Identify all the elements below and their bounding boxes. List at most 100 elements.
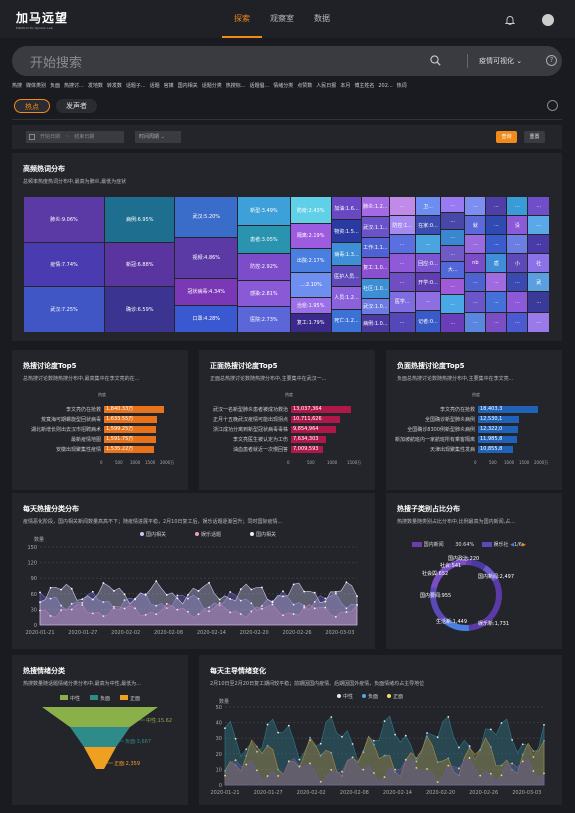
treemap-cell[interactable]: ... (441, 245, 466, 263)
treemap-cell[interactable]: 加油:1.6... (331, 197, 363, 221)
treemap-cell[interactable]: ... (465, 235, 487, 255)
treemap-cell[interactable]: 防控:1... (389, 216, 416, 236)
treemap-cell[interactable]: ... (441, 197, 466, 214)
donut-slice[interactable] (468, 578, 502, 631)
treemap-cell[interactable]: 没 (507, 216, 529, 236)
treemap-cell[interactable]: 社 (528, 254, 550, 274)
top5-bar[interactable]: 9,854,964 (291, 426, 337, 433)
hotword-tag[interactable]: 转发数 (106, 83, 122, 89)
treemap-cell[interactable]: 武 (528, 273, 550, 293)
hotword-tag[interactable]: 点赞数 (297, 83, 313, 89)
hotword-tag[interactable]: 博主姓名 (354, 83, 375, 89)
treemap-cell[interactable]: ... (528, 216, 550, 236)
treemap-cell[interactable]: 肺炎:1.2... (362, 197, 390, 218)
treemap-cell[interactable]: 病例:1.0... (362, 315, 390, 333)
treemap-cell[interactable]: 隔离:2.19% (290, 224, 332, 249)
treemap-cell[interactable]: 工作:1.1... (362, 237, 390, 259)
treemap-cell[interactable]: 卫... (415, 197, 442, 217)
treemap-cell[interactable]: 社区:1.0... (362, 278, 390, 299)
treemap-cell[interactable]: 小 (507, 254, 529, 274)
treemap-cell[interactable]: ... (486, 273, 508, 293)
hotword-tag[interactable]: 热搜标... (225, 83, 246, 89)
treemap-cell[interactable]: ... (389, 254, 416, 274)
treemap-cell[interactable]: ... (528, 235, 550, 255)
hotword-tag[interactable]: 情绪分类 (273, 83, 294, 89)
treemap-cell[interactable]: 病毒:1.3... (331, 243, 363, 267)
treemap-cell[interactable]: 疫情:7.74% (24, 242, 105, 288)
treemap-cell[interactable]: ... (528, 292, 550, 313)
bell-icon[interactable] (505, 15, 515, 25)
treemap-cell[interactable]: ... (389, 197, 416, 217)
tab-speaker[interactable]: 发声者 (56, 99, 97, 113)
nav-observatory[interactable]: 观察室 (270, 14, 294, 23)
top5-bar[interactable]: 12,322,0 (478, 426, 519, 433)
search-scope-select[interactable]: 疫情可视化 ⌄ (479, 57, 523, 65)
export-icon[interactable] (547, 100, 558, 111)
treemap-cell[interactable]: ... (486, 235, 508, 255)
treemap-cell[interactable]: ... (415, 235, 442, 255)
funnel-segment[interactable] (84, 747, 116, 769)
funnel-segment[interactable] (70, 727, 130, 747)
top5-bar[interactable]: 1,633.55万 (104, 416, 158, 423)
treemap-cell[interactable]: ... (528, 312, 550, 333)
hotword-tag[interactable]: 话题 (149, 83, 160, 89)
help-icon[interactable]: ? (546, 55, 557, 66)
treemap-cell[interactable]: 大... (441, 262, 466, 279)
treemap-cell[interactable]: 视频:4.86% (175, 237, 239, 279)
treemap-cell[interactable]: 医院:2.73% (238, 307, 291, 333)
treemap-cell[interactable]: 新型:3.49% (238, 197, 291, 226)
top5-bar[interactable]: 1,599.25万 (104, 426, 157, 433)
treemap-cell[interactable]: 防控:2.92% (238, 254, 291, 281)
funnel-segment[interactable] (42, 707, 158, 727)
top5-bar[interactable]: 10,711,626 (291, 416, 341, 423)
treemap-cell[interactable]: ... (507, 197, 529, 217)
treemap-cell[interactable]: ... (415, 292, 442, 312)
treemap-cell[interactable]: nb (465, 254, 487, 274)
treemap-cell[interactable]: ... (486, 197, 508, 217)
treemap-cell[interactable]: 复工:1.0... (362, 258, 390, 279)
tab-hotspot[interactable]: 热点 (14, 99, 50, 113)
treemap-cell[interactable]: 在家:0... (415, 216, 442, 236)
treemap-cell[interactable]: 复工:1.79% (290, 313, 332, 333)
treemap-cell[interactable]: 冠状病毒:4.34% (175, 278, 239, 306)
treemap-cell[interactable]: 确诊:6.59% (105, 287, 176, 333)
treemap-cell[interactable]: ...:2.10% (290, 273, 332, 298)
treemap-cell[interactable]: ... (389, 273, 416, 293)
treemap-cell[interactable]: 医学... (389, 292, 416, 313)
treemap-cell[interactable]: ... (507, 292, 529, 313)
search-icon[interactable] (430, 55, 441, 66)
treemap-cell[interactable]: 感染:2.81% (238, 280, 291, 308)
nav-explore[interactable]: 探索 (222, 0, 262, 38)
treemap-cell[interactable]: ... (389, 235, 416, 255)
treemap-cell[interactable]: ... (465, 197, 487, 217)
prev-icon[interactable]: ◀ (510, 542, 514, 548)
top5-bar[interactable]: 1,535.22万 (104, 446, 155, 453)
treemap-cell[interactable]: 出院:2.17% (290, 248, 332, 274)
treemap-cell[interactable]: 新冠:6.88% (105, 242, 176, 288)
treemap-cell[interactable]: ... (441, 229, 466, 246)
treemap-cell[interactable]: 防疫:2.43% (290, 197, 332, 225)
donut-slice[interactable] (430, 559, 467, 589)
treemap-cell[interactable]: 治愈:1.95% (290, 297, 332, 314)
treemap-cell[interactable]: 开学:0... (415, 273, 442, 293)
top5-bar[interactable]: 13,037,364 (291, 406, 351, 413)
treemap-cell[interactable]: ... (507, 273, 529, 293)
date-range-input[interactable]: 开始日期 ~ 结束日期 (26, 131, 124, 143)
treemap-cell[interactable]: ... (507, 312, 529, 333)
top5-bar[interactable]: 18,403,3 (478, 406, 538, 413)
treemap-cell[interactable]: ... (486, 292, 508, 313)
treemap-cell[interactable]: 记者:0... (415, 311, 442, 333)
hotword-tag[interactable]: 本月 (340, 83, 351, 89)
treemap-cell[interactable]: ... (486, 312, 508, 333)
treemap-cell[interactable]: 人员:1.2... (331, 286, 363, 310)
hotword-tag[interactable]: 热词 (396, 83, 407, 89)
period-select[interactable]: 时间周期 ⌄ (135, 131, 181, 143)
treemap-cell[interactable]: ... (486, 216, 508, 236)
hotword-tag[interactable]: 话题倡... (249, 83, 270, 89)
treemap-cell[interactable]: 医护人员... (331, 266, 363, 287)
treemap-cell[interactable]: 死亡:1.2... (331, 309, 363, 333)
hotword-tag[interactable]: 热搜讨... (64, 83, 84, 89)
top5-bar[interactable]: 1,591.75万 (104, 436, 156, 443)
user-avatar-icon[interactable] (542, 14, 554, 26)
top5-bar[interactable]: 7,009,593 (291, 446, 324, 453)
